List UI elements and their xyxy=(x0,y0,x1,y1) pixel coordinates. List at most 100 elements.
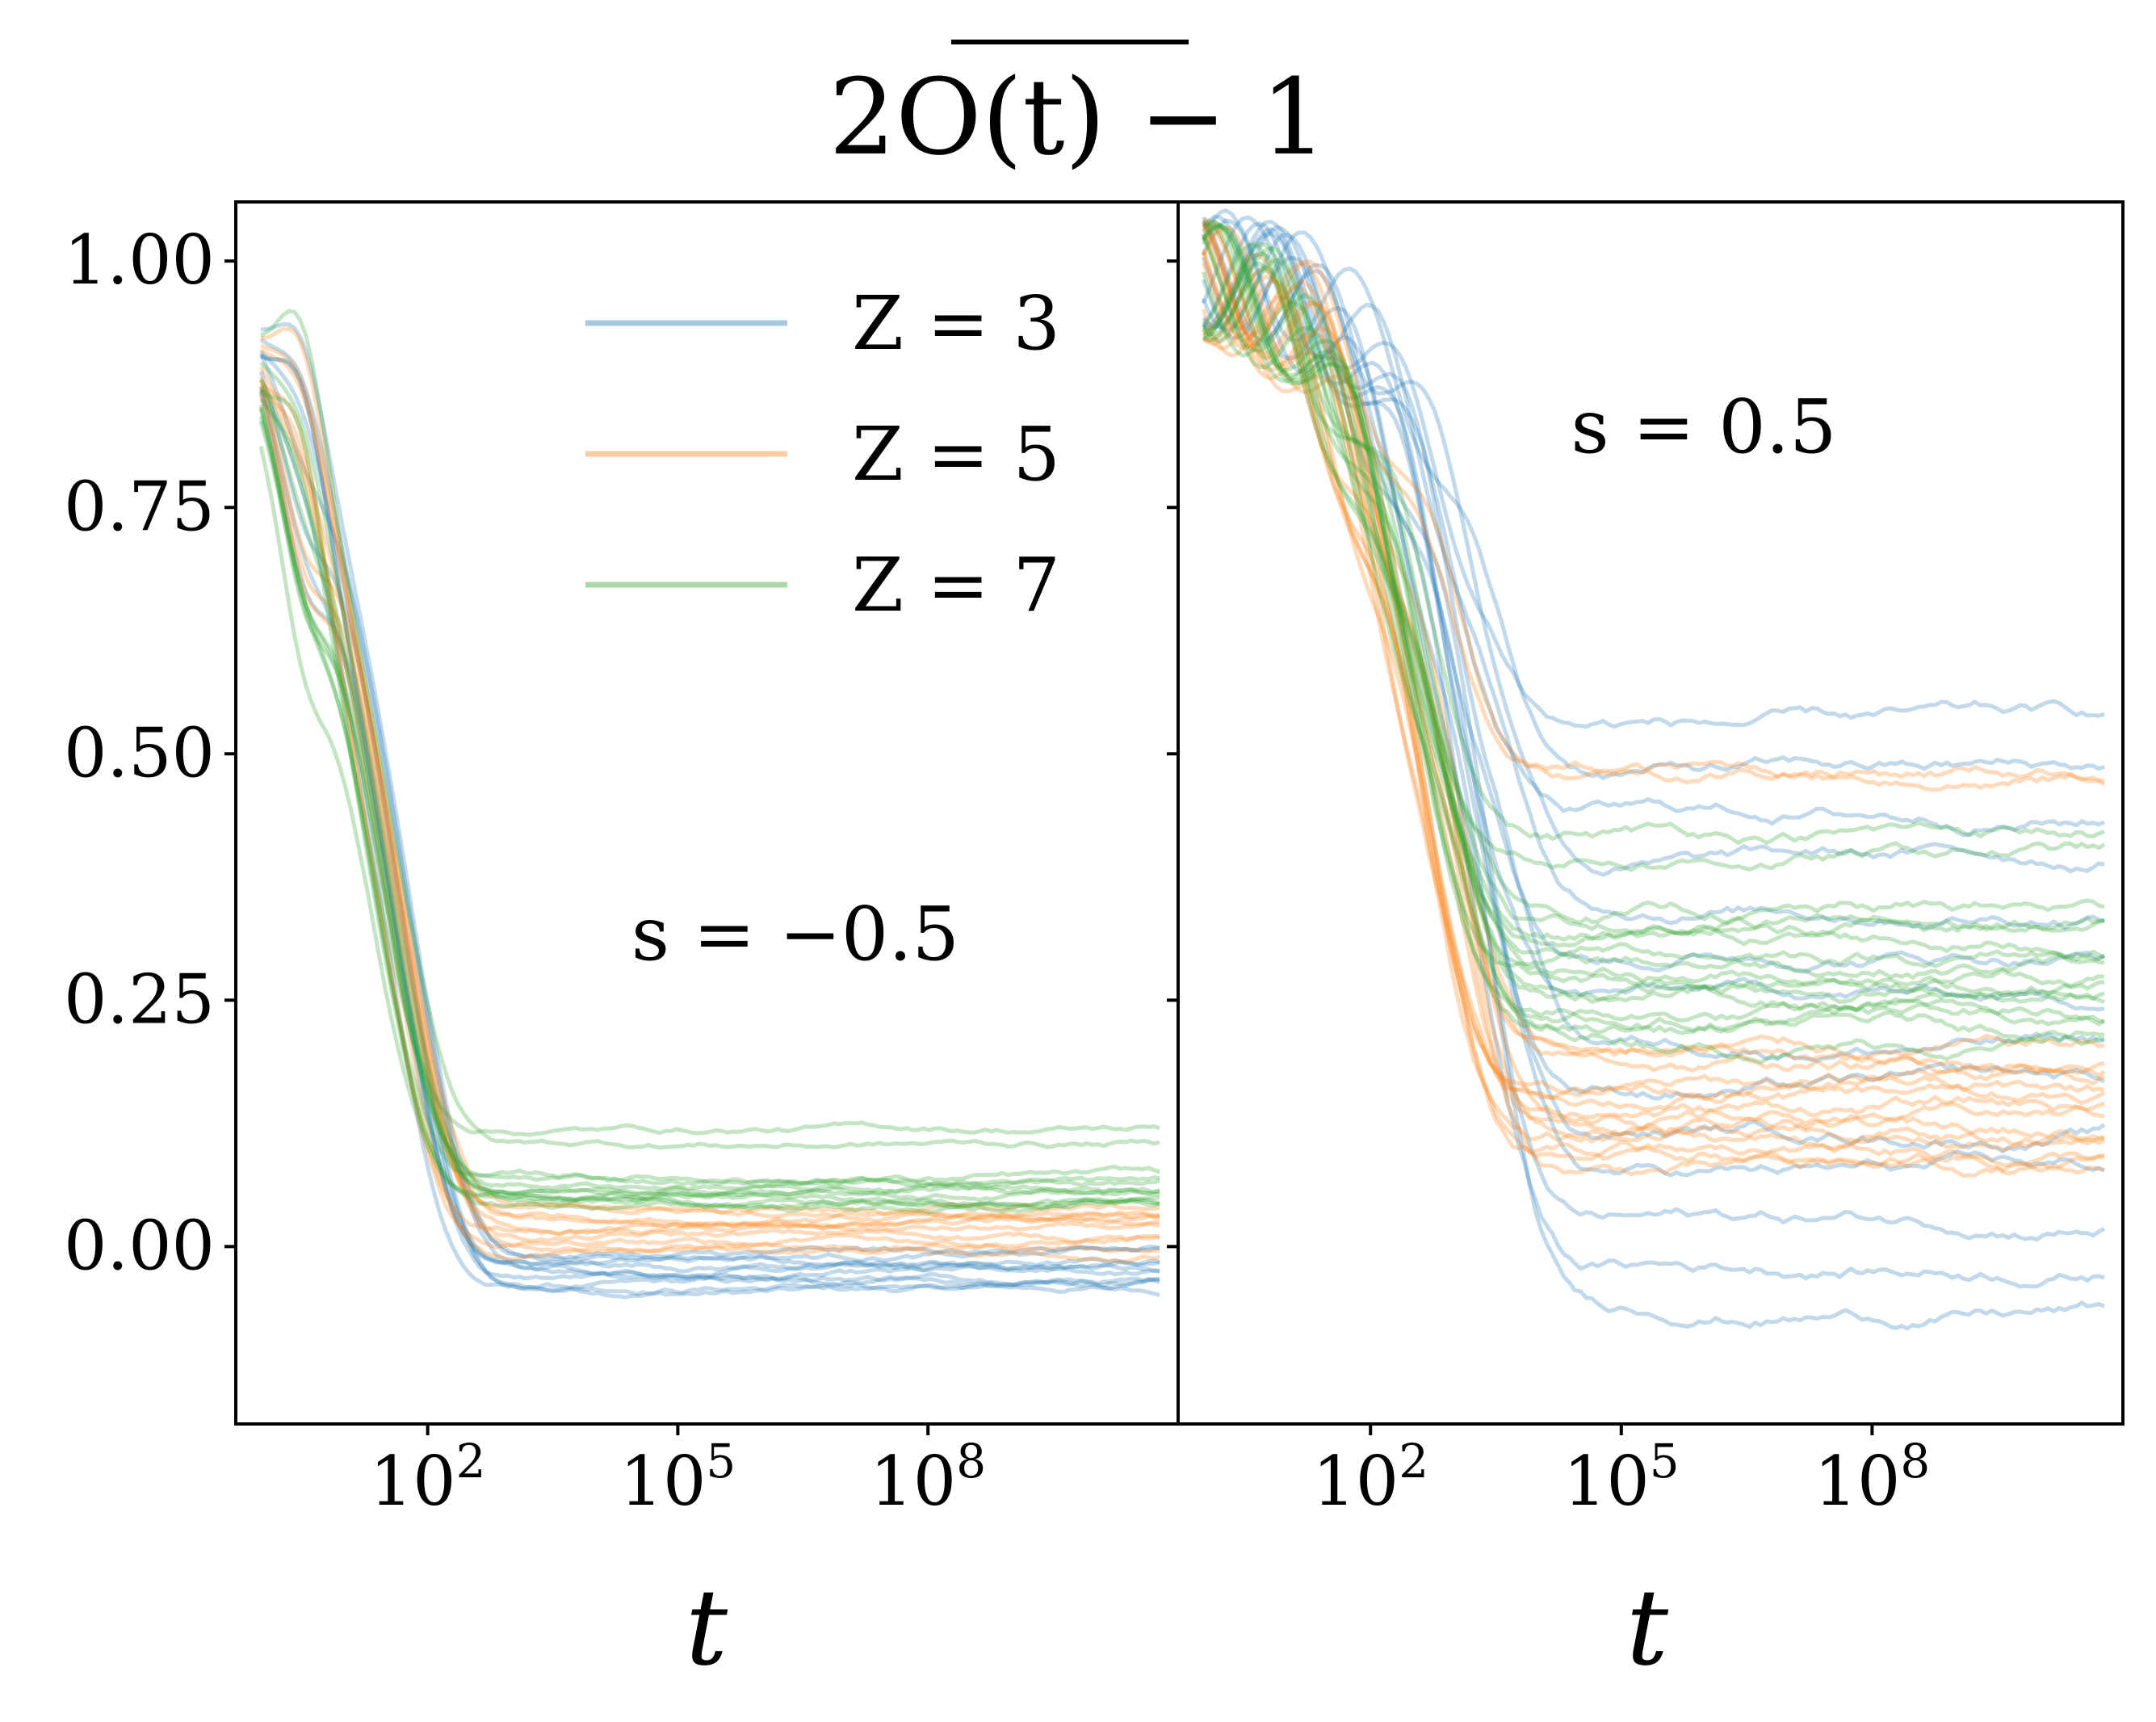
series-line-z7 xyxy=(259,361,1160,1209)
series-line-z5 xyxy=(1201,251,2106,792)
series-line-z5 xyxy=(258,376,1160,1228)
legend: Z = 3 Z = 5 Z = 7 xyxy=(585,280,1060,628)
series-line-z7 xyxy=(1201,236,2105,1012)
left-panel-x-ticks: 102 105 108 xyxy=(370,1424,986,1521)
series-line-z5 xyxy=(1203,268,2106,1148)
series-line-z7 xyxy=(1202,251,2106,961)
series-line-z7 xyxy=(259,389,1160,1187)
series-line-z5 xyxy=(258,378,1160,1264)
x-tick-label: 102 xyxy=(1312,1434,1428,1521)
series-line-z3 xyxy=(1202,232,2105,1012)
series-line-z3 xyxy=(258,371,1160,1296)
right-panel: 102 105 108 s = 0.5 t xyxy=(1167,200,2125,1689)
series-line-z3 xyxy=(1202,221,2106,975)
series-line-z5 xyxy=(258,386,1160,1237)
x-tick-label: 102 xyxy=(370,1434,486,1521)
series-line-z7 xyxy=(1202,261,2105,981)
series-line-z5 xyxy=(1201,233,2105,785)
series-line-z5 xyxy=(259,348,1160,1255)
series-line-z7 xyxy=(1202,222,2105,1065)
y-tick-label: 0.25 xyxy=(64,960,215,1039)
series-line-z5 xyxy=(260,343,1160,1245)
series-line-z5 xyxy=(1202,224,2105,1174)
series-line-z5 xyxy=(1202,222,2105,1154)
series-line-z3 xyxy=(259,338,1160,1263)
left-panel-x-axis-label: t xyxy=(686,1566,728,1689)
series-line-z7 xyxy=(258,379,1160,1208)
series-line-z7 xyxy=(258,408,1160,1201)
series-line-z7 xyxy=(1203,222,2105,1034)
series-line-z5 xyxy=(1201,262,2106,1078)
right-panel-annotation: s = 0.5 xyxy=(1571,384,1836,470)
series-line-z7 xyxy=(1201,271,2106,872)
series-line-z5 xyxy=(258,366,1160,1229)
series-line-z3 xyxy=(259,350,1160,1300)
legend-label: Z = 3 xyxy=(852,280,1060,367)
series-line-z5 xyxy=(1202,253,2105,1136)
left-panel: 102 105 108 0.000.250.500.751.00 s = −0.5 … xyxy=(64,200,1180,1689)
series-line-z7 xyxy=(258,406,1160,1189)
right-panel-y-ticks xyxy=(1167,259,1178,1249)
y-tick-label: 1.00 xyxy=(64,220,215,300)
series-line-z3 xyxy=(258,391,1160,1274)
right-panel-lines xyxy=(1201,208,2106,1331)
series-line-z5 xyxy=(1202,274,2105,1105)
series-line-z5 xyxy=(259,387,1160,1237)
series-line-z5 xyxy=(1202,217,2105,1178)
left-panel-annotation: s = −0.5 xyxy=(631,891,959,977)
series-line-z5 xyxy=(261,326,1160,1219)
series-line-z5 xyxy=(1201,225,2106,1086)
series-line-z3 xyxy=(258,389,1160,1280)
series-line-z7 xyxy=(1202,223,2105,939)
series-line-z5 xyxy=(258,393,1160,1224)
right-panel-x-ticks: 102 105 108 xyxy=(1312,1424,1930,1521)
series-line-z7 xyxy=(1202,265,2106,1027)
y-tick-label: 0.50 xyxy=(64,713,215,792)
right-panel-x-axis-label: t xyxy=(1626,1566,1669,1689)
series-line-z7 xyxy=(1202,242,2105,943)
left-panel-y-ticks: 0.00 0.25 0.50 0.75 1.00 xyxy=(64,220,236,1285)
series-line-z3 xyxy=(1201,255,2105,1289)
series-line-z3 xyxy=(1201,233,2105,838)
series-line-z3 xyxy=(1202,214,2105,1331)
series-line-z7 xyxy=(258,404,1160,1192)
series-line-z7 xyxy=(259,309,1160,1150)
y-tick-label: 0.75 xyxy=(64,467,215,546)
series-line-z3 xyxy=(1202,225,2105,1064)
series-line-z7 xyxy=(1202,225,2106,968)
y-tick-label: 0.00 xyxy=(64,1206,215,1285)
series-line-z3 xyxy=(1202,216,2106,1154)
series-line-z7 xyxy=(258,420,1160,1137)
series-line-z3 xyxy=(1201,215,2105,931)
x-tick-label: 108 xyxy=(1814,1434,1931,1521)
series-line-z3 xyxy=(1201,208,2105,781)
series-line-z5 xyxy=(1202,222,2105,1144)
series-line-z7 xyxy=(1202,219,2105,1002)
legend-label: Z = 7 xyxy=(852,542,1060,628)
x-tick-label: 108 xyxy=(870,1434,986,1521)
right-panel-frame xyxy=(1177,200,2125,1426)
series-line-z3 xyxy=(1201,230,2105,877)
series-line-z7 xyxy=(258,415,1160,1215)
series-line-z5 xyxy=(1201,248,2105,1064)
series-line-z3 xyxy=(1201,218,2106,1242)
chart-title: 2O(t) − 1 xyxy=(828,40,1328,178)
series-line-z3 xyxy=(258,386,1160,1292)
chart-title-text: 2O(t) − 1 xyxy=(828,56,1327,178)
series-line-z7 xyxy=(1202,258,2105,1004)
series-line-z3 xyxy=(260,355,1160,1288)
left-panel-lines xyxy=(258,309,1160,1300)
series-line-z5 xyxy=(1201,279,2106,1106)
series-line-z3 xyxy=(1202,227,2106,1178)
series-line-z3 xyxy=(260,353,1160,1282)
series-line-z7 xyxy=(1202,220,2105,992)
series-line-z5 xyxy=(1201,295,2105,1112)
series-line-z7 xyxy=(258,445,1160,1203)
x-tick-label: 105 xyxy=(620,1434,736,1521)
series-line-z5 xyxy=(1202,219,2105,1119)
series-line-z7 xyxy=(1202,246,2105,846)
series-line-z3 xyxy=(258,353,1160,1274)
legend-label: Z = 5 xyxy=(852,411,1060,498)
series-line-z7 xyxy=(259,397,1160,1214)
